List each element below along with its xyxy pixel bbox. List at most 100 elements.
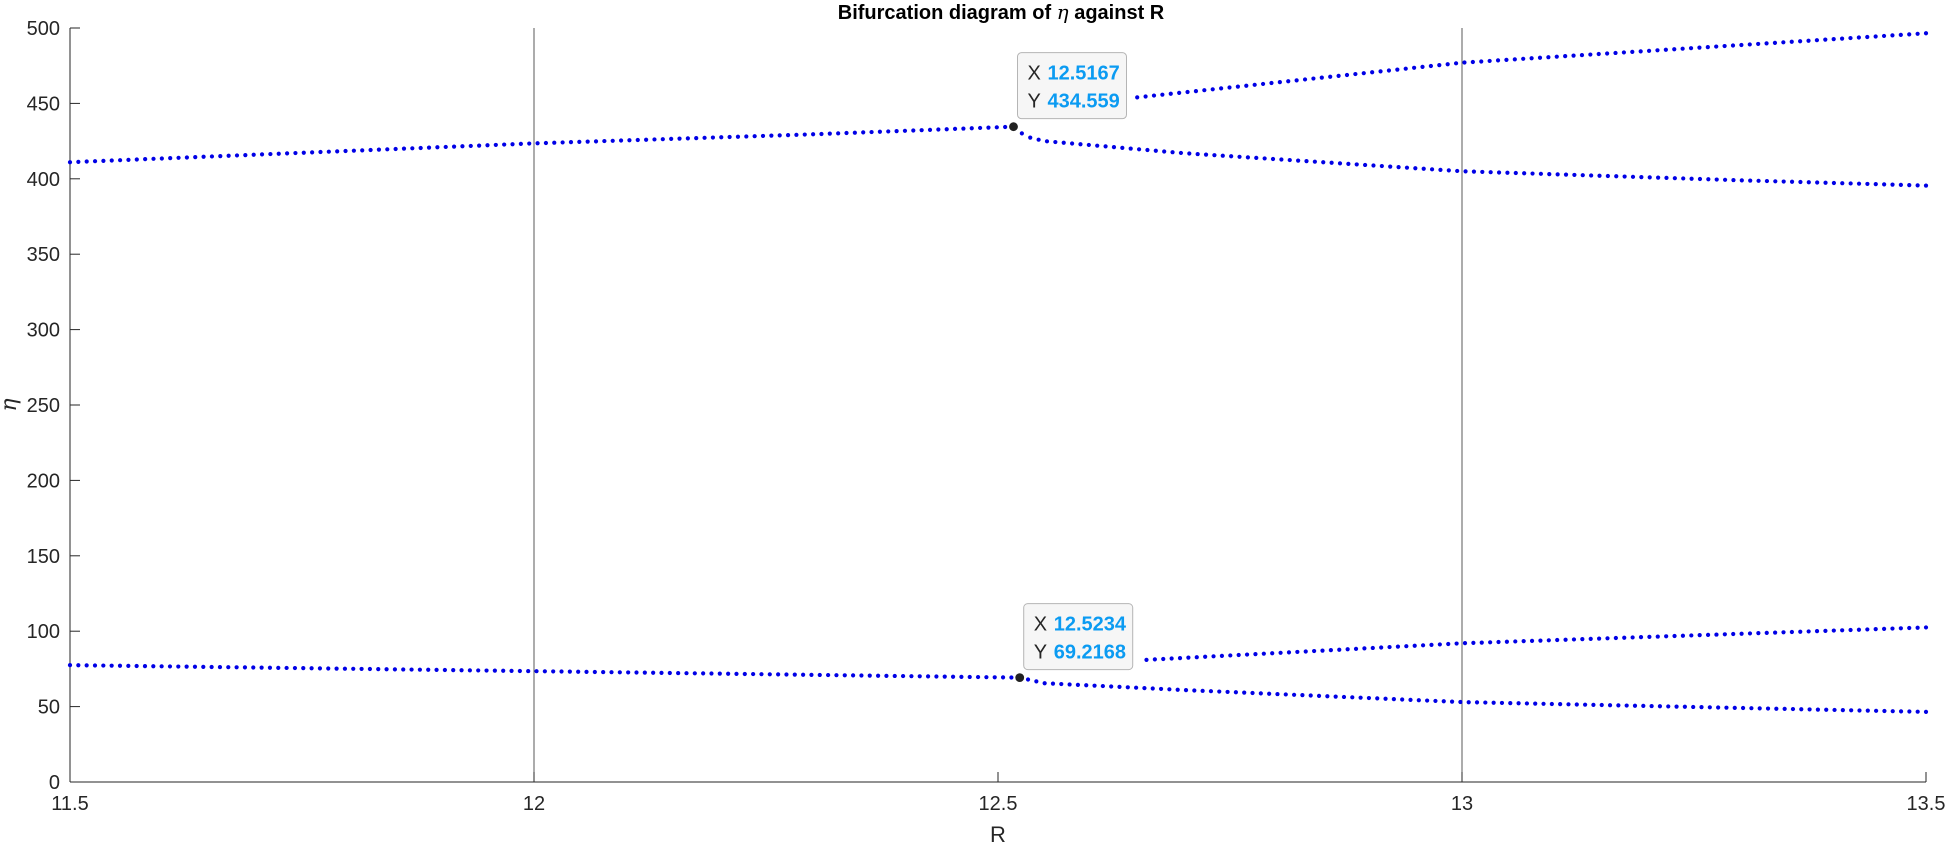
series-1-point: [1044, 139, 1050, 144]
series-0-point: [894, 129, 899, 134]
series-2-point: [1344, 72, 1350, 78]
series-2-point: [1856, 35, 1861, 40]
series-2-point: [1823, 37, 1828, 42]
series-4-point: [1217, 689, 1222, 694]
datatip-marker[interactable]: [1014, 672, 1026, 684]
series-0-point: [644, 137, 649, 142]
series-1-point: [1371, 163, 1376, 168]
series-0-point: [84, 159, 89, 164]
datatip-value: 12.5167: [1047, 63, 1119, 85]
series-1-point: [1329, 160, 1334, 165]
series-0-point: [184, 155, 189, 160]
series-2-point: [1135, 95, 1140, 100]
series-5-point: [1370, 645, 1375, 651]
series-5-point: [1446, 641, 1451, 647]
series-0-point: [677, 136, 682, 141]
series-0-point: [535, 141, 540, 146]
series-1-point: [1153, 148, 1158, 153]
series-1-point: [1438, 167, 1443, 172]
series-3-point: [526, 668, 531, 674]
series-2-point: [1865, 34, 1870, 40]
series-5-point: [1462, 641, 1468, 646]
series-4-point: [1383, 696, 1388, 701]
y-tick-label: 250: [27, 395, 60, 417]
series-2-point: [1177, 90, 1182, 95]
y-tick-label: 300: [27, 320, 60, 342]
series-3-point: [501, 668, 506, 673]
series-4-point: [1491, 700, 1496, 705]
series-0-point: [209, 154, 215, 159]
series-0-point: [101, 158, 106, 163]
series-1-point: [1136, 147, 1142, 152]
datatip-key: Y: [1027, 91, 1040, 113]
series-2-point: [1672, 47, 1677, 52]
series-5-point: [1571, 637, 1577, 642]
series-0-point: [919, 128, 924, 133]
series-0-point: [652, 137, 657, 142]
series-2-point: [1143, 94, 1148, 99]
series-5-point: [1798, 629, 1803, 634]
series-5-point: [1244, 652, 1250, 657]
series-0-point: [251, 152, 256, 157]
datatip-marker[interactable]: [1007, 121, 1020, 133]
series-3-point: [459, 668, 464, 673]
series-1-point: [1773, 179, 1778, 184]
series-5-point: [1211, 654, 1216, 659]
series-1-point: [1254, 155, 1259, 160]
series-2-point: [1781, 40, 1786, 45]
series-4-point: [1616, 703, 1621, 708]
series-5-point: [1253, 652, 1258, 657]
series-3-point: [409, 667, 414, 672]
series-0-point: [568, 140, 574, 145]
series-5-point: [1664, 634, 1669, 639]
series-0-point: [343, 148, 348, 154]
series-4-point: [1042, 681, 1047, 686]
series-4-point: [1449, 699, 1455, 704]
series-5-point: [1496, 639, 1501, 645]
series-5-point: [1814, 629, 1820, 634]
series-4-point: [1923, 709, 1929, 714]
series-3-point: [942, 674, 947, 679]
series-5-point: [1890, 626, 1895, 631]
series-5-point: [1295, 649, 1300, 655]
series-3-point: [967, 674, 972, 680]
series-4-point: [1865, 708, 1870, 713]
series-0-point: [418, 145, 423, 151]
series-1-point: [1647, 175, 1652, 180]
series-1-point: [1898, 182, 1903, 187]
series-0-point: [284, 151, 290, 156]
datatip-1[interactable]: X 12.5234 Y 69.2168: [1014, 603, 1134, 684]
series-4-point: [1425, 698, 1430, 703]
series-3-point: [717, 671, 722, 676]
series-1-point: [1681, 176, 1686, 181]
series-0-point: [126, 157, 131, 162]
series-4-point: [1167, 687, 1172, 692]
series-4-point: [1283, 692, 1288, 697]
series-3-point: [184, 664, 189, 669]
series-5-point: [1705, 632, 1711, 637]
series-3-point: [734, 671, 739, 676]
series-0-point: [259, 152, 265, 157]
datatips: X 12.5167 Y 434.559 X 12.5234 Y 69.2168: [1007, 52, 1134, 684]
series-0-point: [176, 155, 181, 160]
datatip-0[interactable]: X 12.5167 Y 434.559: [1007, 52, 1127, 133]
series-2-point: [1193, 88, 1199, 94]
series-2-point: [1588, 52, 1593, 57]
series-3-point: [226, 665, 231, 670]
series-1-point: [1480, 169, 1485, 175]
series-0-point: [360, 148, 365, 153]
series-1-point: [1363, 162, 1368, 168]
series-1-point: [1036, 137, 1041, 142]
series-5-point: [1697, 633, 1702, 638]
series-3-point: [959, 674, 964, 679]
chart-title: Bifurcation diagram of η against R: [838, 0, 1165, 24]
series-3-point: [742, 671, 747, 677]
series-4-point: [1350, 695, 1355, 700]
series-2-point: [1554, 54, 1559, 59]
series-4-point: [1109, 684, 1114, 689]
series-1-point: [1187, 151, 1192, 156]
series-3-point: [517, 668, 522, 674]
series-5-point: [1320, 648, 1325, 653]
series-1-point: [1270, 156, 1276, 162]
series-1-point: [1890, 182, 1895, 187]
